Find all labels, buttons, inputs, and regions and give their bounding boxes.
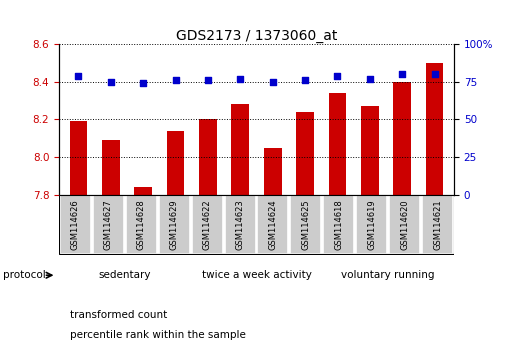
Text: transformed count: transformed count — [70, 310, 168, 320]
Text: GSM114629: GSM114629 — [170, 199, 179, 250]
Text: voluntary running: voluntary running — [342, 270, 435, 280]
Bar — [70, 121, 87, 195]
Text: GSM114622: GSM114622 — [203, 199, 212, 250]
Text: GSM114625: GSM114625 — [301, 199, 310, 250]
Point — [139, 80, 147, 86]
Bar — [126, 195, 157, 254]
Point — [171, 78, 180, 83]
Bar — [192, 195, 223, 254]
Bar — [426, 63, 443, 195]
Bar — [393, 82, 411, 195]
Bar — [159, 195, 190, 254]
Point — [74, 73, 83, 79]
Bar — [328, 93, 346, 195]
Text: GSM114626: GSM114626 — [71, 199, 80, 250]
Bar — [167, 131, 185, 195]
Point — [269, 79, 277, 85]
Text: GSM114628: GSM114628 — [137, 199, 146, 250]
Text: GSM114624: GSM114624 — [268, 199, 278, 250]
Bar — [296, 112, 314, 195]
Text: GSM114621: GSM114621 — [433, 199, 442, 250]
Text: GSM114618: GSM114618 — [334, 199, 343, 250]
Point — [236, 76, 244, 82]
Text: GSM114627: GSM114627 — [104, 199, 113, 250]
Text: sedentary: sedentary — [98, 270, 151, 280]
Bar — [231, 104, 249, 195]
Point — [398, 72, 406, 77]
Point — [333, 73, 342, 79]
Bar — [258, 195, 288, 254]
Bar — [361, 106, 379, 195]
Bar — [93, 195, 124, 254]
Bar — [356, 195, 387, 254]
Bar — [264, 148, 282, 195]
Point — [204, 78, 212, 83]
Text: GSM114623: GSM114623 — [235, 199, 245, 250]
Bar — [199, 119, 217, 195]
Bar — [389, 195, 420, 254]
Point — [366, 76, 374, 82]
Bar — [134, 187, 152, 195]
Text: GSM114619: GSM114619 — [367, 199, 376, 250]
Text: protocol: protocol — [3, 270, 45, 280]
Point — [107, 79, 115, 85]
Bar — [225, 195, 255, 254]
Point — [430, 72, 439, 77]
Bar — [422, 195, 453, 254]
Text: GSM114620: GSM114620 — [400, 199, 409, 250]
Bar — [290, 195, 321, 254]
Bar — [323, 195, 354, 254]
Bar — [102, 140, 120, 195]
Text: percentile rank within the sample: percentile rank within the sample — [70, 330, 246, 340]
Bar — [60, 195, 91, 254]
Title: GDS2173 / 1373060_at: GDS2173 / 1373060_at — [176, 29, 337, 43]
Point — [301, 78, 309, 83]
Text: twice a week activity: twice a week activity — [202, 270, 311, 280]
